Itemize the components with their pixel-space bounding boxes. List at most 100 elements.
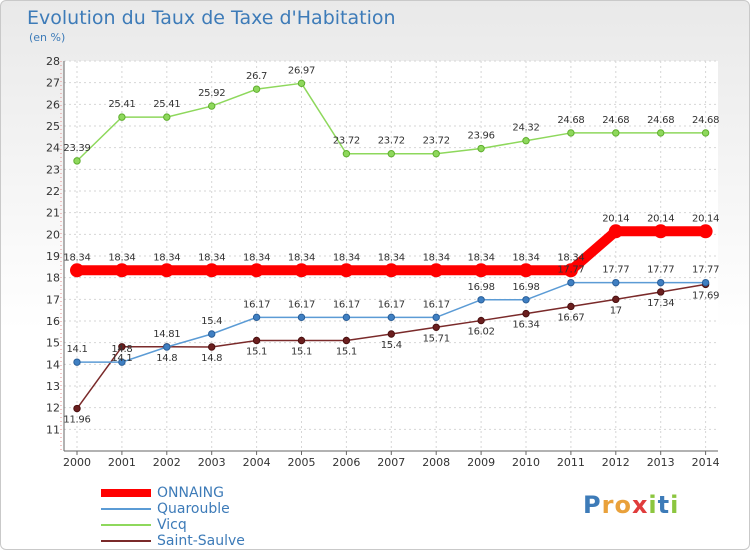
y-tick-label: 24 xyxy=(46,142,60,155)
data-point xyxy=(118,358,126,366)
y-tick-label: 17 xyxy=(46,293,60,306)
x-tick-label: 2012 xyxy=(602,456,630,469)
data-point xyxy=(73,157,81,165)
data-label: 17.34 xyxy=(647,298,674,309)
data-label: 17.77 xyxy=(557,265,584,276)
x-tick-label: 2007 xyxy=(377,456,405,469)
data-label: 15.4 xyxy=(201,316,222,327)
data-label: 18.34 xyxy=(288,252,315,263)
legend-item-saint-saulve: Saint-Saulve xyxy=(101,533,245,549)
legend: ONNAING Quarouble Vicq Saint-Saulve xyxy=(101,485,245,549)
data-label: 16.67 xyxy=(557,312,584,323)
data-point xyxy=(477,144,485,153)
data-label: 17 xyxy=(610,305,622,316)
legend-item-quarouble: Quarouble xyxy=(101,501,245,517)
data-label: 16.98 xyxy=(512,282,539,293)
data-point xyxy=(252,336,261,345)
y-tick-label: 13 xyxy=(46,380,60,393)
logo-letter: P xyxy=(583,491,602,519)
logo-letter: x xyxy=(631,491,649,519)
data-point xyxy=(608,224,623,239)
data-point xyxy=(339,263,354,278)
data-label: 24.68 xyxy=(557,115,584,126)
data-label: 14.81 xyxy=(153,329,180,340)
data-point xyxy=(297,313,306,322)
data-point xyxy=(477,296,485,304)
data-label: 24.68 xyxy=(647,115,674,126)
data-label: 11.96 xyxy=(63,415,90,426)
data-label: 15.71 xyxy=(423,333,450,344)
data-label: 18.34 xyxy=(153,252,180,263)
x-tick-label: 2011 xyxy=(557,456,585,469)
data-point xyxy=(432,323,440,331)
data-point xyxy=(612,129,620,137)
data-label: 16.17 xyxy=(288,299,315,310)
x-tick-label: 2009 xyxy=(467,456,495,469)
data-point xyxy=(70,263,84,278)
data-point xyxy=(432,150,440,158)
data-label: 23.72 xyxy=(423,136,450,147)
data-point xyxy=(387,313,395,322)
data-point xyxy=(342,336,351,345)
data-point xyxy=(657,129,665,137)
data-point xyxy=(204,263,219,278)
data-label: 18.34 xyxy=(423,252,450,263)
legend-item-vicq: Vicq xyxy=(101,517,245,533)
data-point xyxy=(612,278,620,287)
data-point xyxy=(159,263,174,278)
data-point xyxy=(387,330,395,338)
legend-swatch xyxy=(101,524,151,526)
data-label: 16.02 xyxy=(468,327,495,338)
data-point xyxy=(522,309,530,318)
data-label: 18.34 xyxy=(512,252,539,263)
x-tick-label: 2006 xyxy=(332,456,360,469)
data-label: 20.14 xyxy=(602,213,629,224)
y-tick-label: 18 xyxy=(46,272,60,285)
data-point xyxy=(519,263,533,278)
data-label: 18.34 xyxy=(243,252,270,263)
x-tick-label: 2005 xyxy=(288,456,316,469)
data-label: 16.34 xyxy=(512,320,539,331)
data-label: 16.17 xyxy=(333,299,360,310)
data-point xyxy=(163,113,171,121)
data-label: 26.97 xyxy=(288,65,315,76)
data-label: 15.1 xyxy=(336,347,357,358)
y-tick-label: 19 xyxy=(46,250,60,263)
legend-swatch xyxy=(101,489,151,497)
data-point xyxy=(474,263,489,278)
y-tick-label: 20 xyxy=(46,228,60,241)
data-label: 24.32 xyxy=(512,123,539,134)
y-tick-label: 12 xyxy=(46,402,60,415)
legend-label: Quarouble xyxy=(157,501,230,517)
data-label: 17.77 xyxy=(647,265,674,276)
y-tick-label: 25 xyxy=(46,120,60,133)
data-point xyxy=(118,113,126,121)
data-point xyxy=(208,330,216,338)
data-label: 18.34 xyxy=(557,252,584,263)
data-point xyxy=(429,263,444,278)
data-point xyxy=(252,313,261,322)
legend-label: Vicq xyxy=(157,517,187,533)
data-point xyxy=(432,313,440,322)
data-label: 16.98 xyxy=(468,282,495,293)
x-tick-label: 2010 xyxy=(512,456,540,469)
data-point xyxy=(208,102,216,110)
data-point xyxy=(657,288,665,296)
data-point xyxy=(698,224,713,239)
data-point xyxy=(73,358,81,366)
data-label: 17.77 xyxy=(692,265,719,276)
data-label: 16.17 xyxy=(243,299,270,310)
x-tick-label: 2003 xyxy=(198,456,226,469)
chart-title: Evolution du Taux de Taxe d'Habitation xyxy=(27,7,396,29)
unit-label: (en %) xyxy=(29,31,66,44)
y-tick-label: 21 xyxy=(46,207,60,220)
data-point xyxy=(252,85,261,93)
data-point xyxy=(342,313,351,322)
data-label: 24.68 xyxy=(602,115,629,126)
x-tick-label: 2013 xyxy=(647,456,675,469)
data-label: 25.92 xyxy=(198,88,225,99)
data-label: 23.72 xyxy=(378,136,405,147)
logo-letter: i xyxy=(648,491,658,519)
data-label: 14.8 xyxy=(201,353,222,364)
